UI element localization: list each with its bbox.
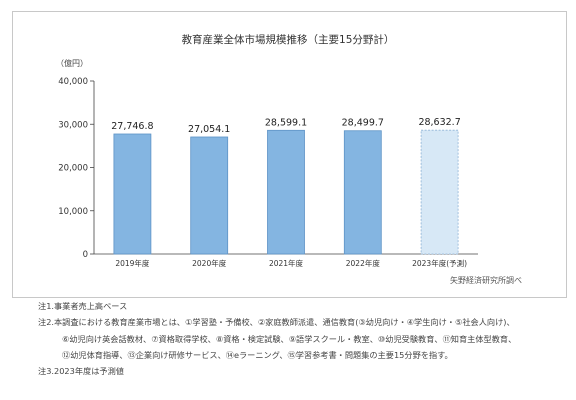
- bar: [420, 129, 459, 255]
- bar: [190, 136, 229, 255]
- data-label: 27,746.8: [111, 121, 153, 132]
- bar-chart: 教育産業全体市場規模推移（主要15分野計） （億円） 0 10,000 20,000…: [56, 33, 522, 285]
- x-tick-label: 2019年度: [115, 258, 150, 268]
- x-tick-label: 2020年度: [192, 258, 227, 268]
- y-tick-label: 10,000: [58, 207, 88, 217]
- data-label: 28,599.1: [265, 117, 307, 128]
- x-tick-label: 2021年度: [269, 258, 304, 268]
- plot-area: 0 10,000 20,000 30,000 40,000 27,746.8 2019年度 2…: [58, 77, 478, 268]
- note-2-cont-1: ⑥幼児向け英会話教材、⑦資格取得学校、⑧資格・検定試験、⑨語学スクール・教室、⑩…: [62, 333, 517, 344]
- data-label: 27,054.1: [188, 124, 230, 135]
- bar: [343, 130, 382, 255]
- x-tick-label: 2022年度: [346, 258, 381, 268]
- y-tick-label: 20,000: [58, 164, 88, 174]
- note-2-cont-2: ⑫幼児体育指導、⑬企業向け研修サービス、⑭eラーニング、⑮学習参考書・問題集の主…: [62, 349, 453, 360]
- chart-title: 教育産業全体市場規模推移（主要15分野計）: [182, 33, 395, 46]
- note-2: 注2.本調査における教育産業市場とは、①学習塾・予備校、②家庭教師派遣、通信教育…: [38, 317, 515, 328]
- data-label: 28,632.7: [418, 117, 460, 128]
- note-3: 注3.2023年度は予測値: [38, 366, 124, 377]
- data-label: 28,499.7: [342, 118, 384, 129]
- x-tick-label: 2023年度(予測): [412, 258, 467, 268]
- y-axis-unit: （億円）: [56, 58, 88, 68]
- source-label: 矢野経済研究所調べ: [450, 275, 522, 285]
- bar: [113, 133, 152, 255]
- notes-block: 注1.事業者売上高ベース 注2.本調査における教育産業市場とは、①学習塾・予備校…: [38, 298, 568, 379]
- y-tick-label: 40,000: [58, 77, 88, 87]
- note-1: 注1.事業者売上高ベース: [38, 301, 128, 311]
- y-tick-label: 30,000: [58, 120, 88, 130]
- bar: [267, 129, 305, 255]
- y-tick-label: 0: [83, 250, 88, 260]
